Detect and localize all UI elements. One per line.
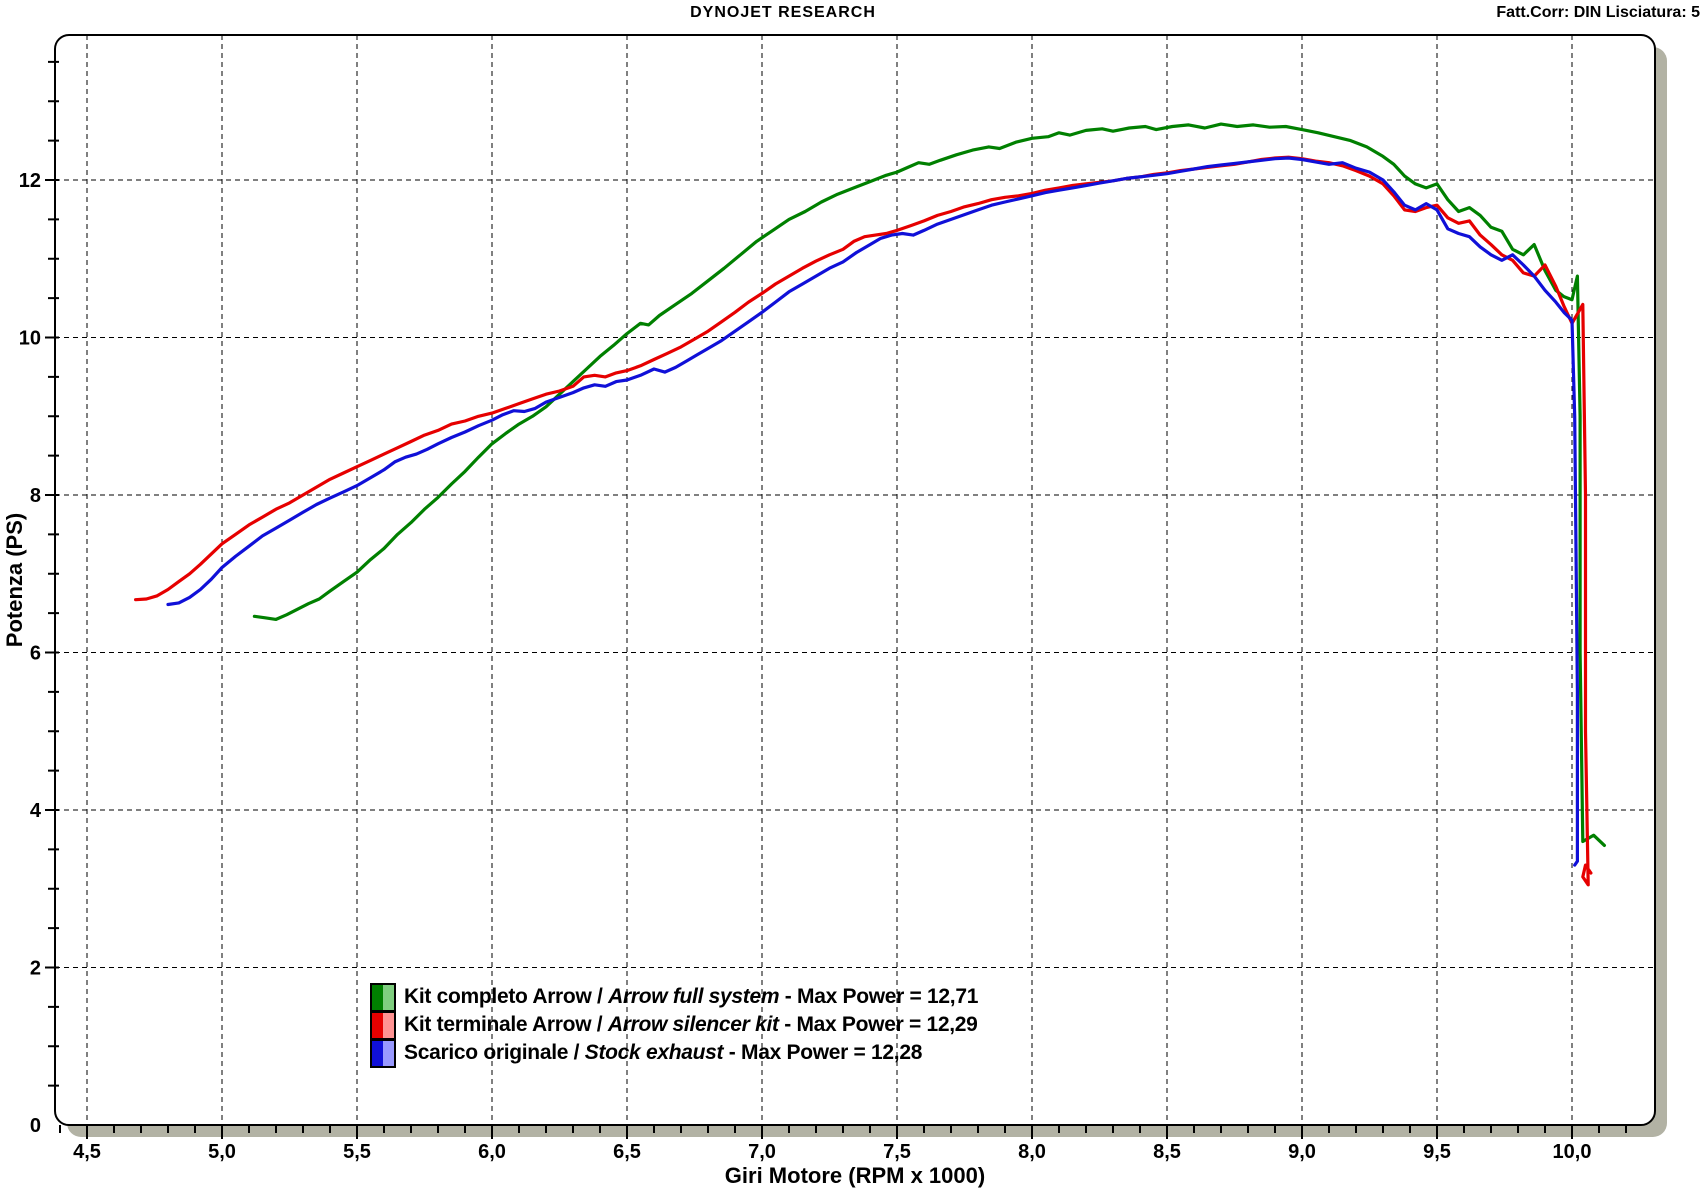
x-tick-label: 5,5: [343, 1141, 371, 1163]
curve-arrow-silencer-kit: [134, 155, 1593, 887]
y-tick-label: 6: [30, 643, 41, 665]
x-tick-label: 4,5: [73, 1141, 101, 1163]
legend-label: Kit completo Arrow / Arrow full system -…: [404, 985, 979, 1008]
chart-legend: Kit completo Arrow / Arrow full system -…: [370, 982, 979, 1068]
y-axis-title: Potenza (PS): [2, 513, 27, 647]
legend-swatch-red: [370, 1010, 396, 1040]
y-tick-label: 0: [30, 1115, 41, 1137]
x-tick-label: 5,0: [208, 1141, 236, 1163]
legend-item-stock-exhaust: Scarico originale / Stock exhaust - Max …: [370, 1038, 978, 1068]
curve-arrow-full-system: [252, 122, 1607, 848]
y-tick-label: 10: [19, 328, 41, 350]
x-tick-label: 7,5: [883, 1141, 911, 1163]
legend-item-arrow-full-system: Kit completo Arrow / Arrow full system -…: [370, 982, 979, 1012]
legend-swatch-blue: [370, 1038, 396, 1068]
legend-label: Scarico originale / Stock exhaust - Max …: [404, 1041, 923, 1064]
x-tick-label: 9,5: [1423, 1141, 1451, 1163]
curve-stock-exhaust: [166, 156, 1580, 867]
x-tick-label: 9,0: [1288, 1141, 1316, 1163]
y-tick-label: 8: [30, 485, 41, 507]
y-tick-label: 2: [30, 958, 41, 980]
legend-swatch-green: [370, 982, 396, 1012]
legend-item-arrow-silencer-kit: Kit terminale Arrow / Arrow silencer kit…: [370, 1010, 978, 1040]
x-tick-label: 6,0: [478, 1141, 506, 1163]
correction-factor-label: Fatt.Corr: DIN Lisciatura: 5: [1496, 4, 1700, 21]
y-tick-label: 4: [30, 800, 42, 822]
x-tick-label: 10,0: [1553, 1141, 1592, 1163]
x-tick-label: 8,0: [1018, 1141, 1046, 1163]
x-tick-label: 7,0: [748, 1141, 776, 1163]
x-tick-label: 8,5: [1153, 1141, 1181, 1163]
x-axis-title: Giri Motore (RPM x 1000): [725, 1163, 985, 1188]
y-tick-label: 12: [19, 170, 41, 192]
legend-label: Kit terminale Arrow / Arrow silencer kit…: [404, 1013, 978, 1036]
page-title: DYNOJET RESEARCH: [690, 4, 876, 21]
x-tick-label: 6,5: [613, 1141, 641, 1163]
